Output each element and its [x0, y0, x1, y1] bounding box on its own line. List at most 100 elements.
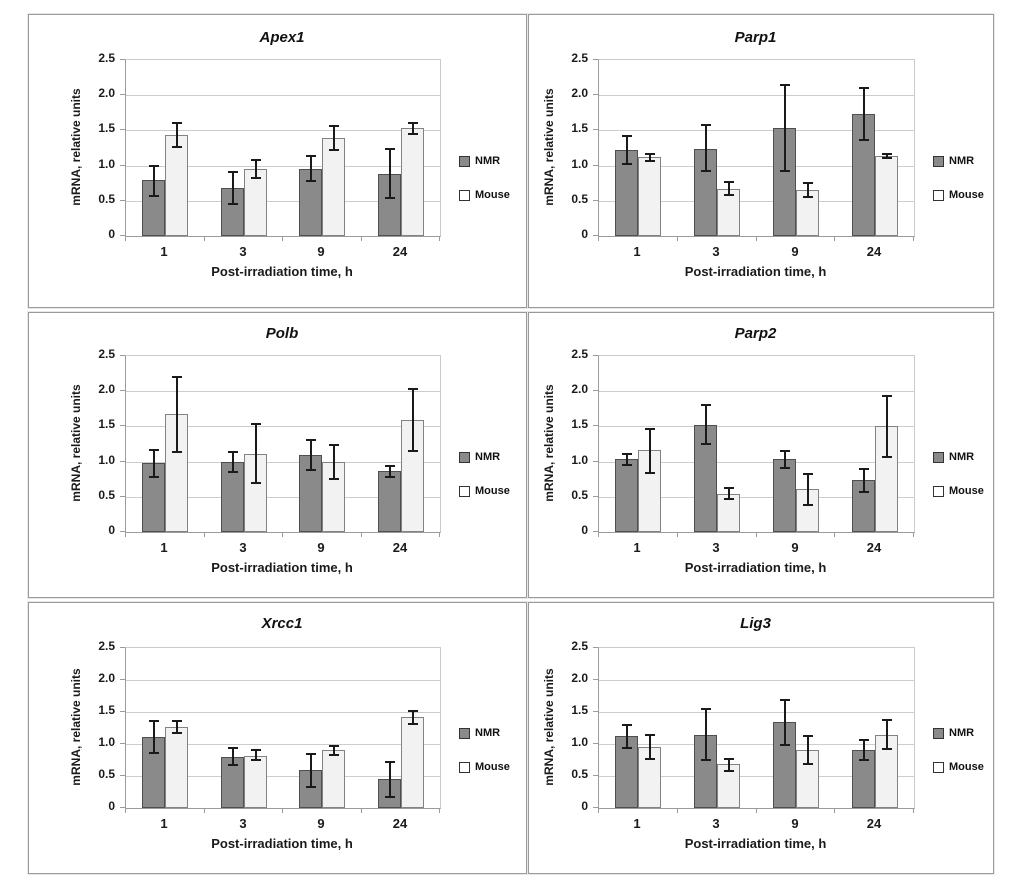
- y-tick-label: 2.0: [98, 86, 115, 100]
- error-bar: [649, 154, 651, 161]
- y-tick-mark: [593, 711, 598, 712]
- y-tick-label: 0: [581, 523, 588, 537]
- chart-title: Parp1: [734, 29, 777, 46]
- x-tick-mark: [834, 236, 835, 241]
- plot-area: [125, 59, 441, 237]
- error-bar-cap: [172, 122, 182, 124]
- error-bar-cap: [724, 498, 734, 500]
- legend-swatch-mouse-icon: [933, 485, 944, 497]
- gridline: [126, 680, 440, 681]
- error-bar: [176, 721, 178, 733]
- x-tick-mark: [204, 236, 205, 241]
- y-tick-mark: [120, 129, 125, 130]
- gridline: [126, 391, 440, 392]
- bar-nmr: [615, 459, 638, 532]
- y-tick-mark: [120, 775, 125, 776]
- legend-label-mouse: Mouse: [475, 761, 510, 773]
- bar-mouse: [322, 138, 345, 236]
- legend-item-mouse: Mouse: [933, 189, 984, 201]
- error-bar-cap: [306, 439, 316, 441]
- legend-item-nmr: NMR: [933, 451, 974, 463]
- y-tick-label: 1.0: [571, 157, 588, 171]
- error-bar: [176, 377, 178, 452]
- error-bar: [255, 750, 257, 760]
- x-tick-mark: [439, 532, 440, 537]
- x-tick-label: 24: [392, 816, 408, 831]
- y-tick-mark: [120, 531, 125, 532]
- error-bar-cap: [408, 133, 418, 135]
- error-bar: [626, 454, 628, 465]
- legend-label-mouse: Mouse: [475, 189, 510, 201]
- x-tick-label: 3: [712, 244, 720, 259]
- x-tick-mark: [361, 236, 362, 241]
- y-tick-label: 0.5: [571, 488, 588, 502]
- chart-title: Apex1: [259, 29, 305, 46]
- y-tick-mark: [120, 807, 125, 808]
- x-tick-label: 24: [392, 244, 408, 259]
- x-tick-mark: [913, 808, 914, 813]
- error-bar-cap: [149, 752, 159, 754]
- x-axis-label: Post-irradiation time, h: [684, 264, 827, 279]
- error-bar: [255, 160, 257, 178]
- error-bar: [333, 445, 335, 479]
- chart-panel-parp1: Parp1 2.5 2.0 1.5 1.0 0.5 0 1 3 9 24 Post-irradiati…: [528, 14, 994, 308]
- bar-mouse: [322, 750, 345, 808]
- error-bar-cap: [408, 723, 418, 725]
- y-tick-label: 0.5: [571, 192, 588, 206]
- bar-mouse: [244, 756, 267, 808]
- gridline: [599, 95, 914, 96]
- error-bar-cap: [251, 159, 261, 161]
- error-bar-cap: [172, 146, 182, 148]
- legend-label-mouse: Mouse: [949, 761, 984, 773]
- y-tick-mark: [120, 647, 125, 648]
- y-tick-mark: [593, 807, 598, 808]
- x-tick-mark: [282, 532, 283, 537]
- x-tick-mark: [598, 532, 599, 537]
- error-bar-cap: [780, 84, 790, 86]
- y-tick-mark: [593, 425, 598, 426]
- error-bar-cap: [622, 135, 632, 137]
- error-bar-cap: [149, 165, 159, 167]
- y-tick-label: 0.5: [571, 767, 588, 781]
- gridline: [126, 201, 440, 202]
- error-bar-cap: [859, 139, 869, 141]
- error-bar-cap: [172, 720, 182, 722]
- y-tick-label: 1.5: [571, 121, 588, 135]
- x-tick-mark: [125, 532, 126, 537]
- error-bar-cap: [172, 732, 182, 734]
- error-bar-cap: [306, 155, 316, 157]
- error-bar-cap: [701, 708, 711, 710]
- x-tick-label: 1: [633, 244, 641, 259]
- gridline: [599, 712, 914, 713]
- legend-swatch-nmr-icon: [933, 451, 944, 463]
- error-bar-cap: [306, 753, 316, 755]
- error-bar: [176, 123, 178, 147]
- legend-item-mouse: Mouse: [459, 761, 510, 773]
- error-bar-cap: [859, 87, 869, 89]
- error-bar-cap: [882, 748, 892, 750]
- y-tick-label: 1.0: [98, 453, 115, 467]
- error-bar-cap: [622, 747, 632, 749]
- error-bar: [863, 469, 865, 492]
- error-bar-cap: [306, 786, 316, 788]
- error-bar-cap: [645, 734, 655, 736]
- error-bar: [232, 452, 234, 472]
- error-bar: [333, 746, 335, 755]
- error-bar: [153, 721, 155, 753]
- error-bar: [626, 725, 628, 748]
- y-tick-mark: [120, 235, 125, 236]
- error-bar: [310, 156, 312, 181]
- x-tick-mark: [125, 808, 126, 813]
- error-bar: [649, 429, 651, 473]
- x-tick-label: 9: [317, 816, 325, 831]
- gridline: [126, 497, 440, 498]
- error-bar: [255, 424, 257, 483]
- error-bar-cap: [803, 763, 813, 765]
- error-bar: [728, 488, 730, 499]
- x-tick-mark: [756, 808, 757, 813]
- chart-panel-xrcc1: Xrcc1 2.5 2.0 1.5 1.0 0.5 0 1 3 9 24 Post-irradiati…: [28, 602, 527, 874]
- x-axis-label: Post-irradiation time, h: [211, 560, 353, 575]
- chart-title: Parp2: [734, 325, 777, 342]
- x-tick-label: 1: [160, 816, 168, 831]
- error-bar-cap: [228, 203, 238, 205]
